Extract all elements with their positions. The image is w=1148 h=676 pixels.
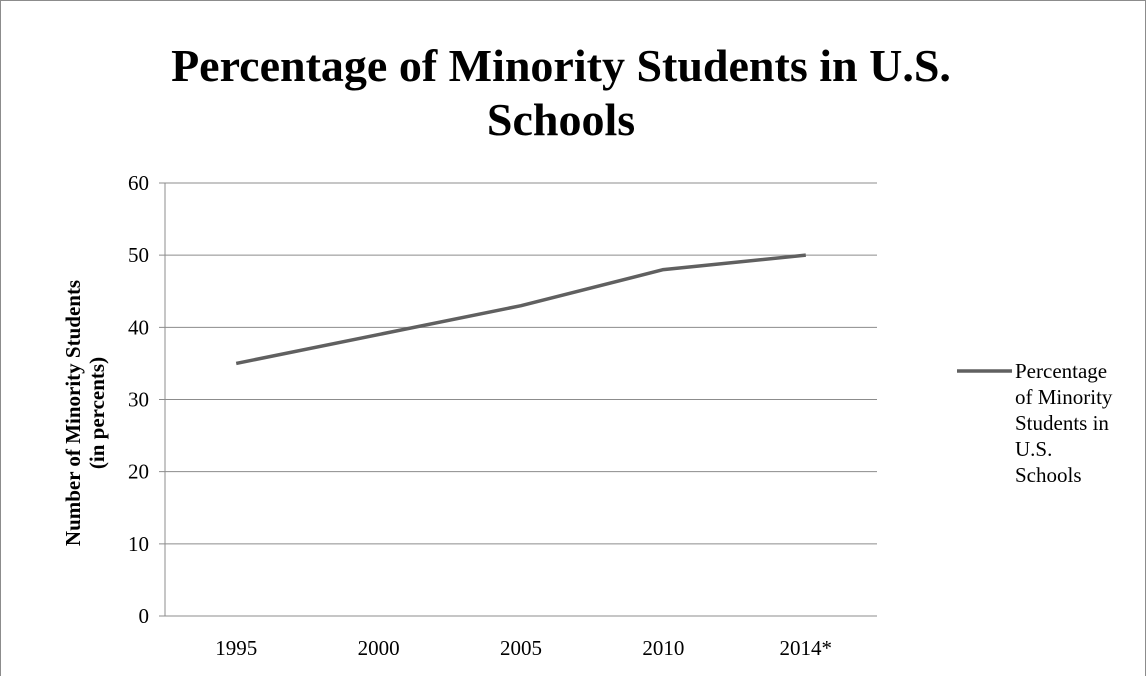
x-tick-label: 2014* <box>780 636 833 660</box>
x-tick-label: 2000 <box>358 636 400 660</box>
x-tick-label: 2005 <box>500 636 542 660</box>
chart-title-line-2: Schools <box>486 94 636 145</box>
x-tick-labels: 1995 2000 2005 2010 2014* <box>215 636 832 660</box>
y-tick-label: 50 <box>128 243 149 267</box>
chart-title: Percentage of Minority Students in U.S. … <box>121 39 1001 147</box>
y-axis-label-line-1: Number of Minority Students <box>61 280 85 546</box>
y-tick-labels: 0 10 20 30 40 50 60 <box>128 171 149 628</box>
y-tick-label: 10 <box>128 532 149 556</box>
y-tick-label: 60 <box>128 171 149 195</box>
legend-label-line: U.S. <box>1015 437 1052 461</box>
series-lines <box>235 253 806 366</box>
legend-label-line: of Minority <box>1015 385 1113 409</box>
chart-title-line-1: Percentage of Minority Students in U.S. <box>171 40 951 91</box>
y-axis-label: Number of Minority Students (in percents… <box>61 280 109 546</box>
series-line <box>235 253 806 366</box>
x-tick-label: 2010 <box>642 636 684 660</box>
legend-label-line: Students in <box>1015 411 1109 435</box>
y-tick-label: 40 <box>128 315 149 339</box>
y-tick-label: 0 <box>139 604 150 628</box>
x-tick-label: 1995 <box>215 636 257 660</box>
y-tick-label: 30 <box>128 388 149 412</box>
legend-label-line: Schools <box>1015 463 1082 487</box>
y-axis-label-line-2: (in percents) <box>85 357 109 469</box>
legend-label-line: Percentage <box>1015 359 1107 383</box>
y-tick-label: 20 <box>128 460 149 484</box>
gridlines <box>159 182 877 617</box>
